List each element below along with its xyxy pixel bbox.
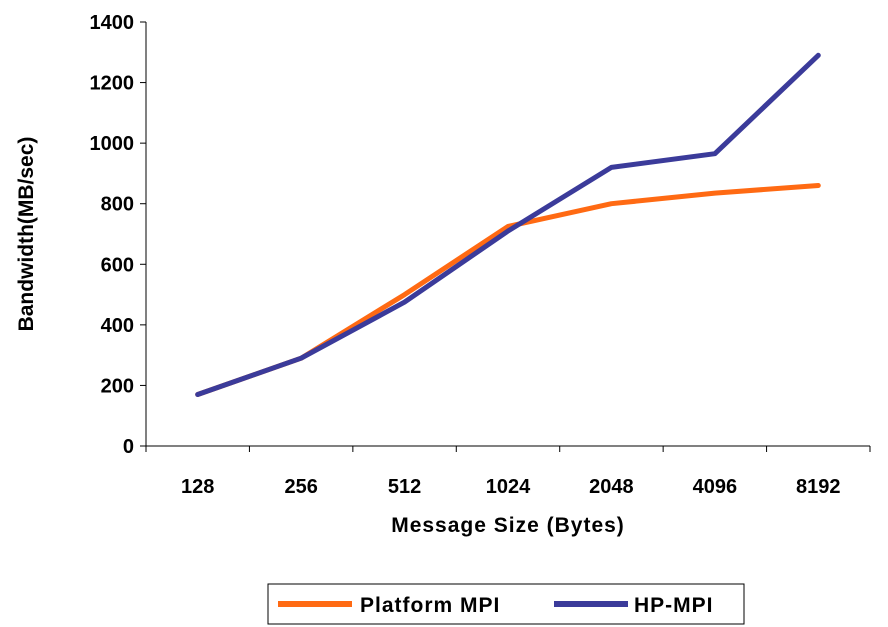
legend-label: HP-MPI <box>634 594 714 617</box>
y-tick-label: 1400 <box>90 12 135 34</box>
x-tick-label: 512 <box>388 476 421 498</box>
x-tick-label: 128 <box>181 476 214 498</box>
series-lines <box>195 52 821 397</box>
y-tick-label: 800 <box>101 194 134 216</box>
x-tick-label: 256 <box>284 476 317 498</box>
y-tick-label: 1200 <box>90 73 135 95</box>
y-tick-label: 200 <box>101 375 134 397</box>
axes <box>145 22 870 447</box>
series-line-hp-mpi <box>195 52 821 397</box>
y-axis-ticks: 0 200 400 600 800 1000 1200 1400 <box>90 12 146 458</box>
y-tick-label: 600 <box>101 254 134 276</box>
legend: Platform MPI HP-MPI <box>267 583 745 625</box>
y-axis-title: Bandwidth(MB/sec) <box>15 137 38 332</box>
x-axis-title: Message Size (Bytes) <box>391 514 625 537</box>
x-tick-label: 1024 <box>486 476 531 498</box>
x-axis-ticks: 128 256 512 1024 2048 4096 8192 <box>145 446 871 498</box>
x-tick-label: 2048 <box>589 476 634 498</box>
legend-label: Platform MPI <box>360 594 500 617</box>
y-tick-label: 400 <box>101 315 134 337</box>
y-tick-label: 1000 <box>90 133 135 155</box>
x-tick-label: 8192 <box>796 476 841 498</box>
x-tick-label: 4096 <box>693 476 738 498</box>
y-tick-label: 0 <box>123 436 134 458</box>
